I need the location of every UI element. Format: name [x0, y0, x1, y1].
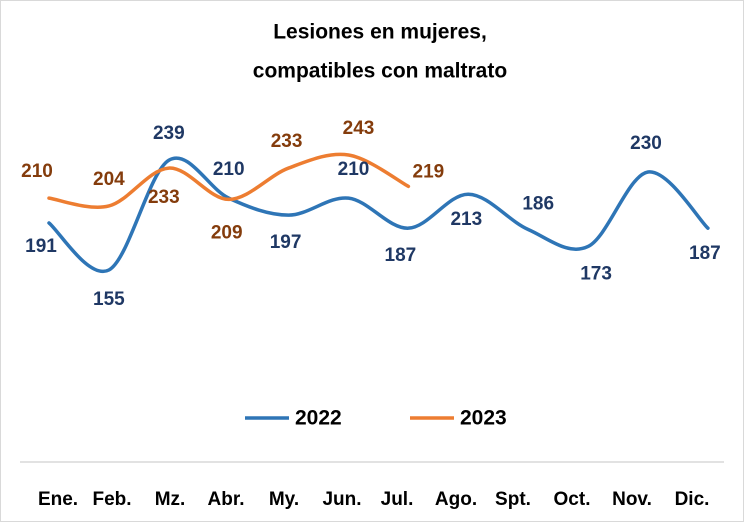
x-tick-label: Dic.	[675, 489, 710, 510]
data-label: 219	[413, 161, 445, 182]
x-tick-label: Jun.	[322, 489, 361, 510]
data-label: 210	[213, 159, 245, 180]
legend-label: 2023	[460, 407, 507, 430]
data-label: 210	[21, 161, 53, 182]
data-label: 239	[153, 123, 185, 144]
series-line	[47, 152, 411, 209]
legend-label: 2022	[295, 407, 342, 430]
x-tick-label: Ago.	[435, 489, 477, 510]
data-label: 197	[270, 232, 302, 253]
data-label: 213	[450, 209, 482, 230]
chart-title: Lesiones en mujeres,	[273, 21, 487, 44]
data-label: 210	[338, 159, 370, 180]
x-tick-label: My.	[269, 489, 299, 510]
x-tick-label: Nov.	[612, 489, 652, 510]
x-tick-label: Spt.	[495, 489, 531, 510]
x-tick-label: Mz.	[155, 489, 186, 510]
x-tick-label: Abr.	[208, 489, 245, 510]
series-line	[47, 156, 710, 274]
x-tick-label: Jul.	[381, 489, 414, 510]
data-label: 155	[93, 289, 125, 310]
data-label: 233	[148, 187, 180, 208]
data-label: 230	[630, 133, 662, 154]
data-label: 187	[385, 245, 417, 266]
x-tick-label: Feb.	[92, 489, 131, 510]
data-label: 173	[580, 263, 612, 284]
chart-title: compatibles con maltrato	[253, 60, 507, 83]
x-tick-label: Oct.	[554, 489, 591, 510]
data-label: 243	[343, 118, 375, 139]
x-tick-label: Ene.	[38, 489, 78, 510]
data-label: 233	[271, 131, 303, 152]
data-label: 204	[93, 169, 125, 190]
data-label: 187	[689, 243, 721, 264]
data-label: 186	[522, 194, 554, 215]
data-label: 191	[25, 236, 57, 257]
data-label: 209	[211, 222, 243, 243]
